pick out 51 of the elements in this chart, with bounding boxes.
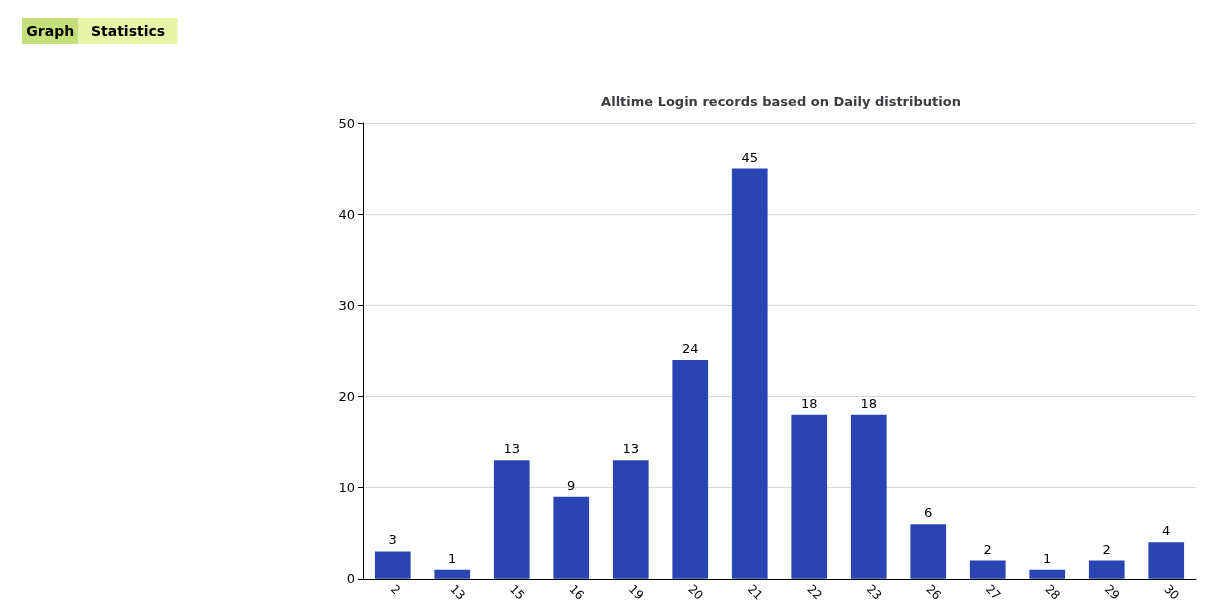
data-label: 13: [622, 441, 640, 457]
bar: [434, 569, 471, 579]
data-label: 1: [448, 550, 457, 566]
y-tick-label: 0: [346, 571, 355, 587]
data-label: 1: [1043, 550, 1052, 566]
x-tick-label: 13: [447, 581, 468, 603]
bar: [493, 460, 530, 579]
chart-title: Alltime Login records based on Daily distribution: [601, 94, 961, 109]
x-tick-label: 19: [625, 581, 647, 603]
y-tick-label: 10: [338, 480, 355, 496]
text: Statistics: [90, 23, 166, 39]
x-tick-label: 22: [804, 581, 825, 603]
bar: [791, 414, 828, 579]
x-tick-label: 27: [982, 581, 1004, 603]
x-tick-label: 21: [744, 581, 766, 603]
text: Graph: [26, 23, 75, 39]
x-tick-label: 2: [387, 581, 404, 598]
bar: [1029, 569, 1066, 579]
y-tick-label: 50: [338, 115, 355, 131]
bar: [374, 551, 411, 579]
data-label: 45: [741, 149, 759, 165]
bar: [553, 496, 590, 579]
data-label: 2: [1102, 541, 1111, 557]
bar: [850, 414, 887, 579]
data-label: 6: [924, 505, 933, 521]
y-tick-label: 40: [338, 206, 355, 222]
y-tick-label: 20: [338, 389, 355, 404]
data-label: 18: [800, 395, 818, 411]
bar: [731, 168, 768, 579]
data-label: 2: [983, 541, 992, 557]
x-tick-label: 30: [1161, 581, 1182, 603]
bar: [612, 460, 649, 579]
bar: [1088, 560, 1125, 579]
data-label: 24: [681, 341, 699, 357]
data-label: 13: [503, 441, 521, 457]
data-label: 9: [567, 477, 576, 493]
data-label: 3: [388, 532, 397, 548]
x-tick-label: 29: [1101, 581, 1123, 603]
bar: [910, 524, 947, 579]
y-tick-label: 30: [338, 297, 355, 313]
bar: [1148, 542, 1185, 579]
data-label: 18: [860, 395, 878, 411]
bar: [969, 560, 1006, 579]
x-tick-label: 28: [1042, 581, 1063, 603]
x-tick-label: 26: [923, 581, 944, 603]
data-label: 4: [1162, 523, 1171, 539]
bar: [672, 360, 709, 579]
x-tick-label: 15: [506, 581, 528, 603]
x-tick-label: 20: [685, 581, 706, 603]
x-tick-label: 23: [863, 581, 885, 603]
x-tick-label: 16: [566, 581, 587, 603]
